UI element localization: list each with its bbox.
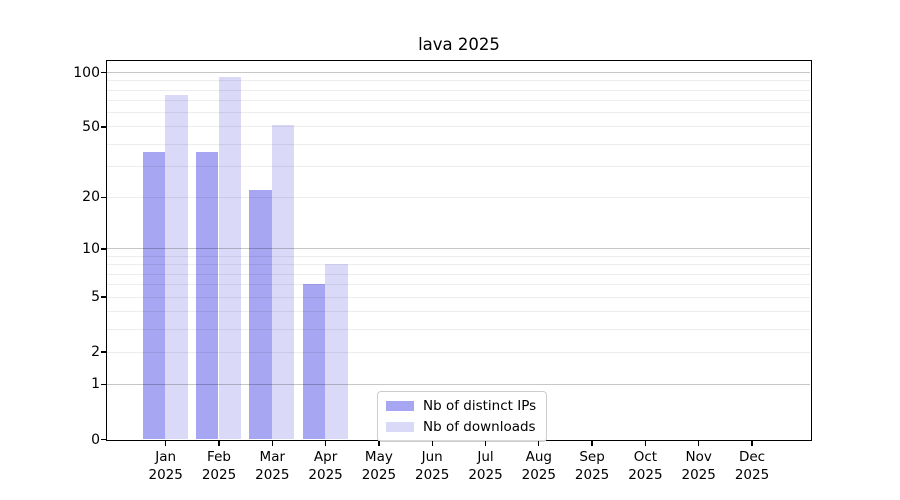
x-tick-year-jan: 2025 <box>148 466 183 483</box>
gridline-minor-7 <box>107 273 810 275</box>
bar-ips-feb <box>195 151 219 439</box>
x-tick-mark-may <box>378 441 380 446</box>
gridline-minor-70 <box>107 100 810 101</box>
x-tick-mark-nov <box>698 441 700 446</box>
y-tick-mark-2 <box>101 351 106 353</box>
gridline-minor-60 <box>107 112 810 114</box>
y-tick-mark-1 <box>101 383 106 386</box>
x-tick-year-apr: 2025 <box>308 466 343 483</box>
x-tick-mark-aug <box>538 441 540 446</box>
x-tick-label-nov: Nov 2025 <box>669 448 729 484</box>
x-tick-label-feb: Feb 2025 <box>189 448 249 484</box>
y-tick-label-50: 50 <box>82 118 100 135</box>
bar-downloads-mar <box>271 124 295 439</box>
x-tick-label-jul: Jul 2025 <box>456 448 516 484</box>
gridline-minor-3 <box>107 328 810 330</box>
legend: Nb of distinct IPs Nb of downloads <box>377 391 547 442</box>
x-tick-label-mar: Mar 2025 <box>242 448 302 484</box>
gridline-minor-50 <box>107 126 810 128</box>
x-tick-label-sep: Sep 2025 <box>562 448 622 484</box>
y-tick-label-10: 10 <box>82 240 100 257</box>
bar-ips-jan <box>142 151 166 439</box>
bar-downloads-apr <box>325 264 348 439</box>
x-tick-mark-feb <box>218 441 220 446</box>
bar-ips-apr <box>302 284 326 439</box>
bar-ips-mar <box>249 189 272 439</box>
y-tick-label-5: 5 <box>91 289 100 306</box>
bar-downloads-feb <box>218 76 242 439</box>
legend-swatch-distinct-ips <box>386 401 414 411</box>
gridline-minor-90 <box>107 80 810 82</box>
x-tick-year-dec: 2025 <box>734 466 770 483</box>
x-tick-label-aug: Aug 2025 <box>509 448 569 484</box>
x-tick-year-aug: 2025 <box>521 466 556 483</box>
x-tick-label-jun: Jun 2025 <box>402 448 462 484</box>
x-tick-label-oct: Oct 2025 <box>615 448 675 484</box>
x-tick-year-nov: 2025 <box>681 466 716 483</box>
legend-item-distinct-ips: Nb of distinct IPs <box>386 398 537 414</box>
legend-label-distinct-ips: Nb of distinct IPs <box>423 398 537 414</box>
gridline-minor-9 <box>107 255 810 257</box>
x-tick-label-may: May 2025 <box>349 448 409 484</box>
y-tick-mark-20 <box>101 196 106 199</box>
y-tick-label-20: 20 <box>82 189 100 206</box>
y-tick-mark-100 <box>101 71 106 74</box>
x-tick-mark-apr <box>324 441 327 446</box>
legend-label-downloads: Nb of downloads <box>423 419 536 435</box>
x-tick-label-jan: Jan 2025 <box>136 448 196 484</box>
plot-area: Nb of distinct IPs Nb of downloads <box>106 60 812 442</box>
x-tick-mark-oct <box>644 441 647 446</box>
gridline-minor-4 <box>107 311 810 312</box>
bar-downloads-jan <box>165 94 188 439</box>
x-tick-label-dec: Dec 2025 <box>722 448 782 484</box>
y-tick-mark-0 <box>101 438 106 441</box>
x-tick-mark-dec <box>751 441 753 446</box>
gridline-minor-30 <box>107 165 810 167</box>
gridline-major-1 <box>107 383 810 385</box>
x-tick-mark-sep <box>591 441 593 446</box>
x-tick-label-apr: Apr 2025 <box>296 448 356 484</box>
legend-swatch-downloads <box>386 422 414 432</box>
gridline-minor-20 <box>107 196 810 198</box>
y-tick-label-0: 0 <box>91 431 100 448</box>
gridline-major-10 <box>107 248 810 250</box>
y-tick-mark-10 <box>101 248 106 250</box>
gridline-minor-6 <box>107 284 810 286</box>
x-tick-year-jul: 2025 <box>468 466 503 483</box>
x-tick-mark-mar <box>271 441 273 446</box>
x-tick-year-mar: 2025 <box>255 466 290 483</box>
gridline-minor-40 <box>107 143 810 145</box>
x-tick-mark-jun <box>431 441 433 446</box>
x-tick-year-sep: 2025 <box>574 466 610 483</box>
x-tick-mark-jan <box>165 441 167 446</box>
x-tick-year-may: 2025 <box>361 466 397 483</box>
x-tick-mark-jul <box>484 441 487 446</box>
y-tick-mark-5 <box>101 296 106 298</box>
grid-layer <box>107 61 810 439</box>
bars-layer <box>107 61 810 439</box>
y-tick-label-1: 1 <box>91 376 100 393</box>
gridline-minor-80 <box>107 89 810 91</box>
chart-title: lava 2025 <box>418 35 500 54</box>
y-tick-label-2: 2 <box>91 344 100 361</box>
x-tick-year-jun: 2025 <box>415 466 450 483</box>
gridline-major-100 <box>107 72 810 73</box>
gridline-minor-5 <box>107 296 810 298</box>
legend-item-downloads: Nb of downloads <box>386 419 537 435</box>
x-tick-year-oct: 2025 <box>628 466 663 483</box>
y-tick-mark-50 <box>101 126 106 128</box>
gridline-minor-8 <box>107 264 810 266</box>
x-tick-year-feb: 2025 <box>201 466 237 483</box>
gridline-minor-2 <box>107 351 810 353</box>
y-tick-label-100: 100 <box>73 64 100 81</box>
